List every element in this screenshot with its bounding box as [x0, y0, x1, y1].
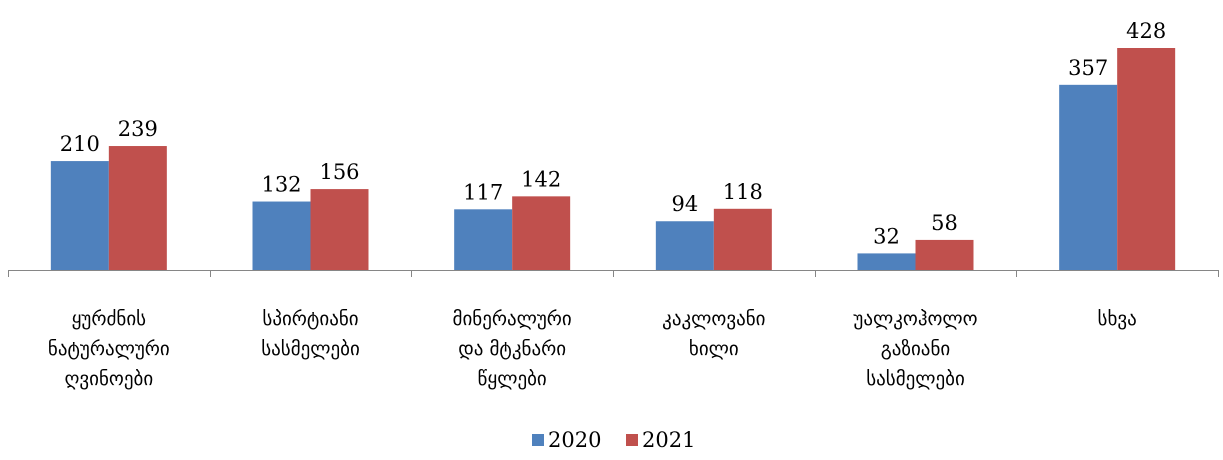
category-label-5: უალკოჰოლო [853, 308, 977, 330]
bar-2020-3 [454, 209, 513, 270]
bar-2020-6 [1059, 84, 1118, 270]
bar-2020-2 [252, 201, 311, 270]
bar-2020-1 [50, 161, 109, 270]
value-label-2021-4: 118 [723, 180, 763, 204]
value-label-2020-3: 117 [463, 180, 503, 204]
value-label-2020-2: 132 [261, 173, 301, 197]
category-label-3: მინერალური [453, 308, 572, 330]
value-label-2020-5: 32 [873, 224, 900, 248]
value-label-2020-6: 357 [1068, 56, 1108, 80]
value-label-2020-4: 94 [671, 192, 698, 216]
category-label-2: სასმელები [261, 338, 360, 360]
bar-2021-5 [915, 239, 974, 270]
value-label-2021-2: 156 [319, 160, 359, 184]
value-label-2021-3: 142 [521, 167, 561, 191]
value-label-2021-1: 239 [118, 117, 158, 141]
category-label-4: ხილი [689, 338, 739, 360]
category-label-6: სხვა [1098, 308, 1137, 330]
category-label-2: სპირტიანი [262, 308, 358, 330]
value-label-2021-5: 58 [931, 211, 958, 235]
bars-group [50, 48, 1176, 270]
category-label-1: ყურძნის [72, 308, 147, 330]
legend-swatch-2021 [626, 434, 638, 446]
legend-label-2020: 2020 [548, 428, 601, 452]
category-label-3: და მტკნარი [458, 338, 566, 360]
x-axis-ticks [8, 270, 1219, 277]
category-label-1: ღვინოები [64, 368, 153, 390]
bar-2021-6 [1117, 48, 1176, 270]
legend-label-2021: 2021 [642, 428, 695, 452]
value-labels-group: 210 239 132 156 117 142 94 118 32 58 357 428 [60, 19, 1166, 248]
legend-swatch-2020 [532, 434, 544, 446]
category-label-5: სასმელები [866, 368, 965, 390]
legend: 2020 2021 [532, 428, 695, 452]
category-label-3: წყლები [478, 368, 547, 390]
bar-2020-4 [655, 221, 714, 270]
value-label-2021-6: 428 [1126, 19, 1166, 43]
category-label-5: გაზიანი [881, 338, 950, 360]
category-labels-group: ყურძნის ნატურალური ღვინოები სპირტიანი სასმელ… [48, 308, 1137, 390]
bar-2021-1 [108, 146, 167, 270]
bar-2021-4 [713, 208, 772, 270]
value-label-2020-1: 210 [60, 132, 100, 156]
bar-2021-2 [310, 189, 369, 270]
category-label-4: კაკლოვანი [662, 308, 765, 330]
bar-2021-3 [512, 196, 571, 270]
bar-2020-5 [857, 253, 916, 270]
category-label-1: ნატურალური [48, 338, 170, 360]
